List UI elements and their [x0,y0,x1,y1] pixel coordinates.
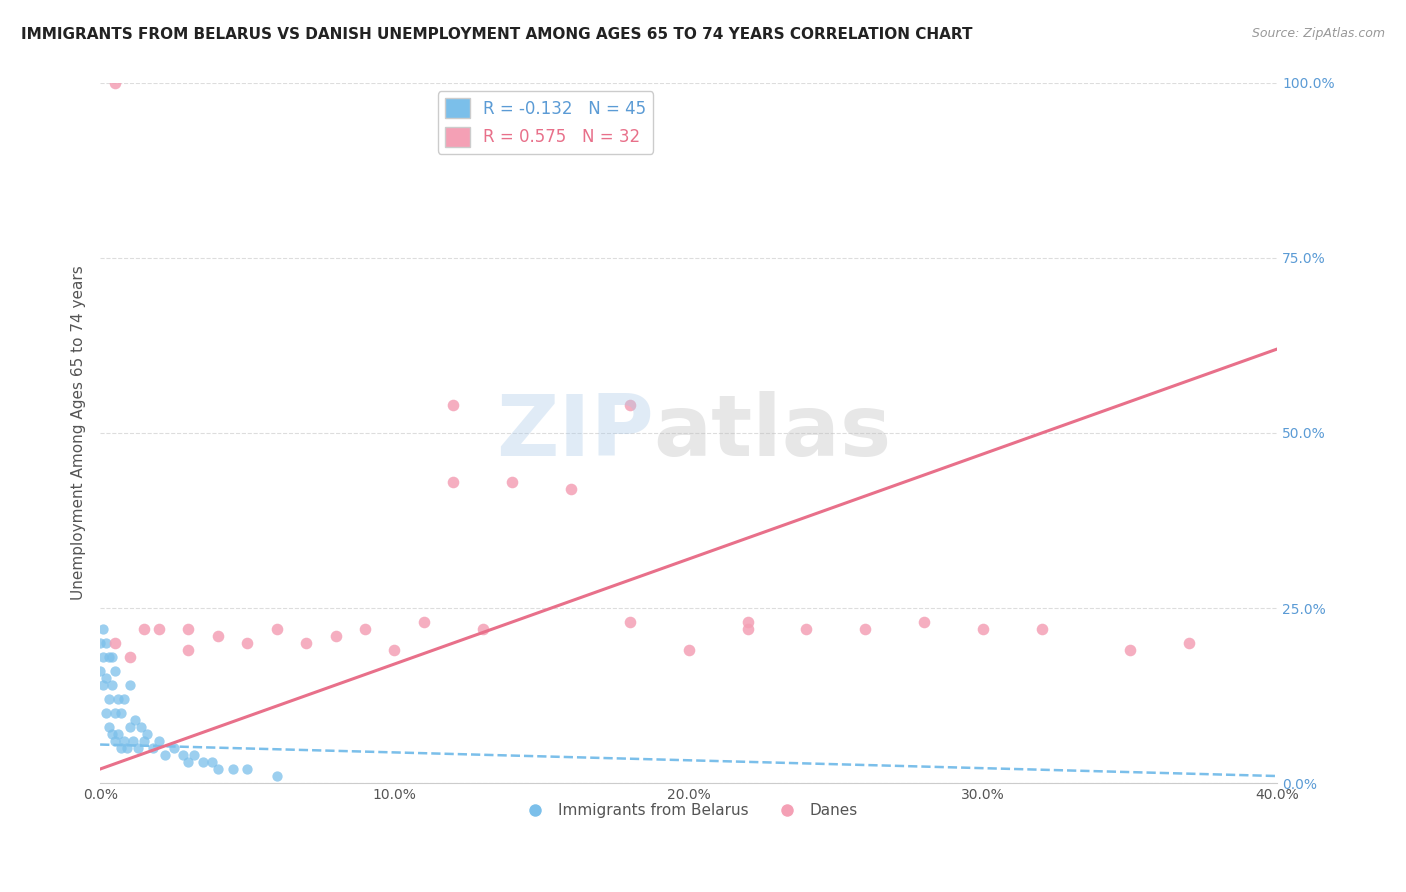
Point [94,671,117,685]
Point [384,643,406,657]
Point [104,76,127,90]
Point [560,482,582,496]
Point [124,713,146,727]
Point [104,734,127,748]
Point [619,615,641,629]
Point [118,720,141,734]
Point [266,769,288,783]
Point [325,629,347,643]
Point [236,636,259,650]
Point [121,734,143,748]
Point [118,678,141,692]
Point [912,615,935,629]
Point [177,622,200,636]
Point [97,650,120,665]
Point [177,755,200,769]
Point [104,636,127,650]
Point [853,622,876,636]
Point [101,678,124,692]
Point [619,398,641,412]
Point [236,762,259,776]
Point [97,720,120,734]
Text: atlas: atlas [654,392,891,475]
Point [737,615,759,629]
Point [110,706,132,720]
Point [131,720,153,734]
Point [101,727,124,741]
Point [172,747,194,762]
Point [107,727,129,741]
Point [112,734,135,748]
Point [134,622,156,636]
Text: IMMIGRANTS FROM BELARUS VS DANISH UNEMPLOYMENT AMONG AGES 65 TO 74 YEARS CORRELA: IMMIGRANTS FROM BELARUS VS DANISH UNEMPL… [21,27,973,42]
Legend: Immigrants from Belarus, Danes: Immigrants from Belarus, Danes [513,797,863,824]
Point [94,636,117,650]
Point [471,622,494,636]
Y-axis label: Unemployment Among Ages 65 to 74 years: Unemployment Among Ages 65 to 74 years [72,266,86,600]
Point [221,762,243,776]
Point [101,650,124,665]
Point [110,741,132,756]
Point [183,747,205,762]
Point [91,622,114,636]
Point [148,734,170,748]
Point [1031,622,1053,636]
Point [201,755,224,769]
Point [441,475,464,489]
Point [678,643,700,657]
Point [89,636,111,650]
Point [354,622,377,636]
Point [441,398,464,412]
Point [266,622,288,636]
Point [191,755,214,769]
Point [1119,643,1142,657]
Point [501,475,523,489]
Point [412,615,434,629]
Point [142,741,165,756]
Point [134,734,156,748]
Point [107,692,129,706]
Point [104,664,127,678]
Point [118,650,141,665]
Text: Source: ZipAtlas.com: Source: ZipAtlas.com [1251,27,1385,40]
Point [91,678,114,692]
Point [148,622,170,636]
Point [177,643,200,657]
Point [97,692,120,706]
Point [796,622,818,636]
Point [163,741,186,756]
Point [94,706,117,720]
Point [207,762,229,776]
Text: ZIP: ZIP [496,392,654,475]
Point [136,727,159,741]
Point [972,622,994,636]
Point [89,664,111,678]
Point [153,747,176,762]
Point [115,741,138,756]
Point [112,692,135,706]
Point [127,741,149,756]
Point [1178,636,1201,650]
Point [737,622,759,636]
Point [104,706,127,720]
Point [295,636,318,650]
Point [91,650,114,665]
Point [207,629,229,643]
